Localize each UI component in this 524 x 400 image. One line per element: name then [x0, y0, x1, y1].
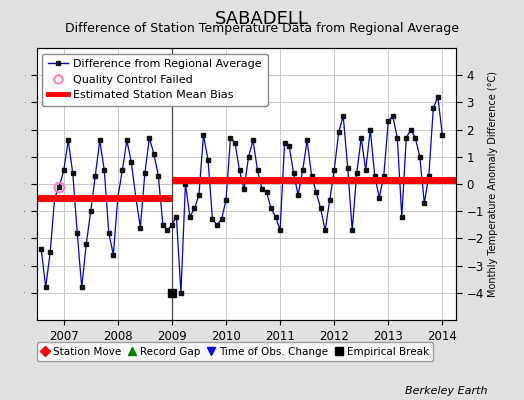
Text: Berkeley Earth: Berkeley Earth — [405, 386, 487, 396]
Legend: Station Move, Record Gap, Time of Obs. Change, Empirical Break: Station Move, Record Gap, Time of Obs. C… — [37, 342, 433, 361]
Legend: Difference from Regional Average, Quality Control Failed, Estimated Station Mean: Difference from Regional Average, Qualit… — [42, 54, 268, 106]
Text: Difference of Station Temperature Data from Regional Average: Difference of Station Temperature Data f… — [65, 22, 459, 35]
Text: SABADELL: SABADELL — [215, 10, 309, 28]
Y-axis label: Monthly Temperature Anomaly Difference (°C): Monthly Temperature Anomaly Difference (… — [488, 71, 498, 297]
